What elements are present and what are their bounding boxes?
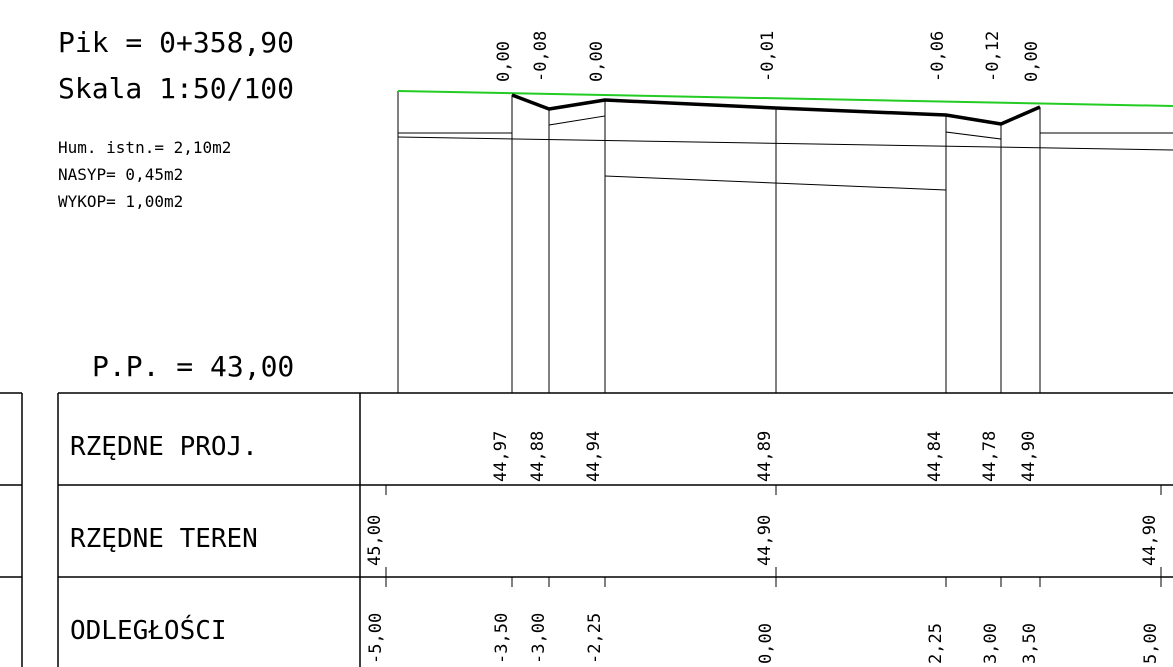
height-difference-label: 0,00 (1022, 41, 1042, 82)
distance-value: 3,50 (1020, 623, 1040, 664)
design-level-value: 44,89 (755, 431, 775, 482)
height-difference-label: 0,00 (587, 41, 607, 82)
profile-table: RZĘDNE PROJ. RZĘDNE TEREN ODLEGŁOŚCI (0, 392, 1173, 667)
cut-area-label: WYKOP= 1,00m2 (58, 192, 183, 211)
design-level-value: 44,94 (584, 431, 604, 482)
fill-area-label: NASYP= 0,45m2 (58, 165, 183, 184)
row-label-terrain-levels: RZĘDNE TEREN (70, 524, 258, 554)
pik-label: Pik = 0+358,90 (58, 26, 294, 59)
humus-bottom-line (397, 136, 1173, 151)
distance-value: 3,00 (981, 623, 1001, 664)
scale-label: Skala 1:50/100 (58, 72, 294, 105)
design-profile-line (511, 93, 1041, 126)
design-level-value: 44,88 (528, 431, 548, 482)
height-difference-label: -0,08 (531, 31, 551, 82)
height-difference-label: 0,00 (494, 41, 514, 82)
height-difference-label: -0,01 (758, 31, 778, 82)
height-difference-label: -0,12 (983, 31, 1003, 82)
distance-value: -3,00 (529, 613, 549, 664)
table-ticks (385, 485, 1162, 587)
distance-value: 0,00 (756, 623, 776, 664)
value-labels: 0,00 -0,08 0,00 -0,01 -0,06 -0,12 0,00 44,97 44,… (365, 31, 1161, 664)
terrain-level-value: 44,90 (755, 515, 775, 566)
distance-value: -5,00 (366, 613, 386, 664)
design-level-value: 44,84 (925, 431, 945, 482)
cross-section-geometry (397, 90, 1173, 393)
height-difference-label: -0,06 (928, 31, 948, 82)
design-level-value: 44,90 (1019, 431, 1039, 482)
datum-label: P.P. = 43,00 (92, 350, 294, 383)
distance-value: -2,25 (585, 613, 605, 664)
hum-area-label: Hum. istn.= 2,10m2 (58, 138, 231, 157)
design-level-value: 44,97 (491, 431, 511, 482)
terrain-level-value: 44,90 (1140, 515, 1160, 566)
row-label-distances: ODLEGŁOŚCI (70, 614, 227, 646)
terrain-line (397, 90, 1173, 107)
distance-value: -3,50 (492, 613, 512, 664)
row-label-design-levels: RZĘDNE PROJ. (70, 432, 258, 462)
design-level-value: 44,78 (980, 431, 1000, 482)
distance-value: 5,00 (1141, 623, 1161, 664)
distance-value: 2,25 (926, 623, 946, 664)
terrain-level-value: 45,00 (365, 515, 385, 566)
